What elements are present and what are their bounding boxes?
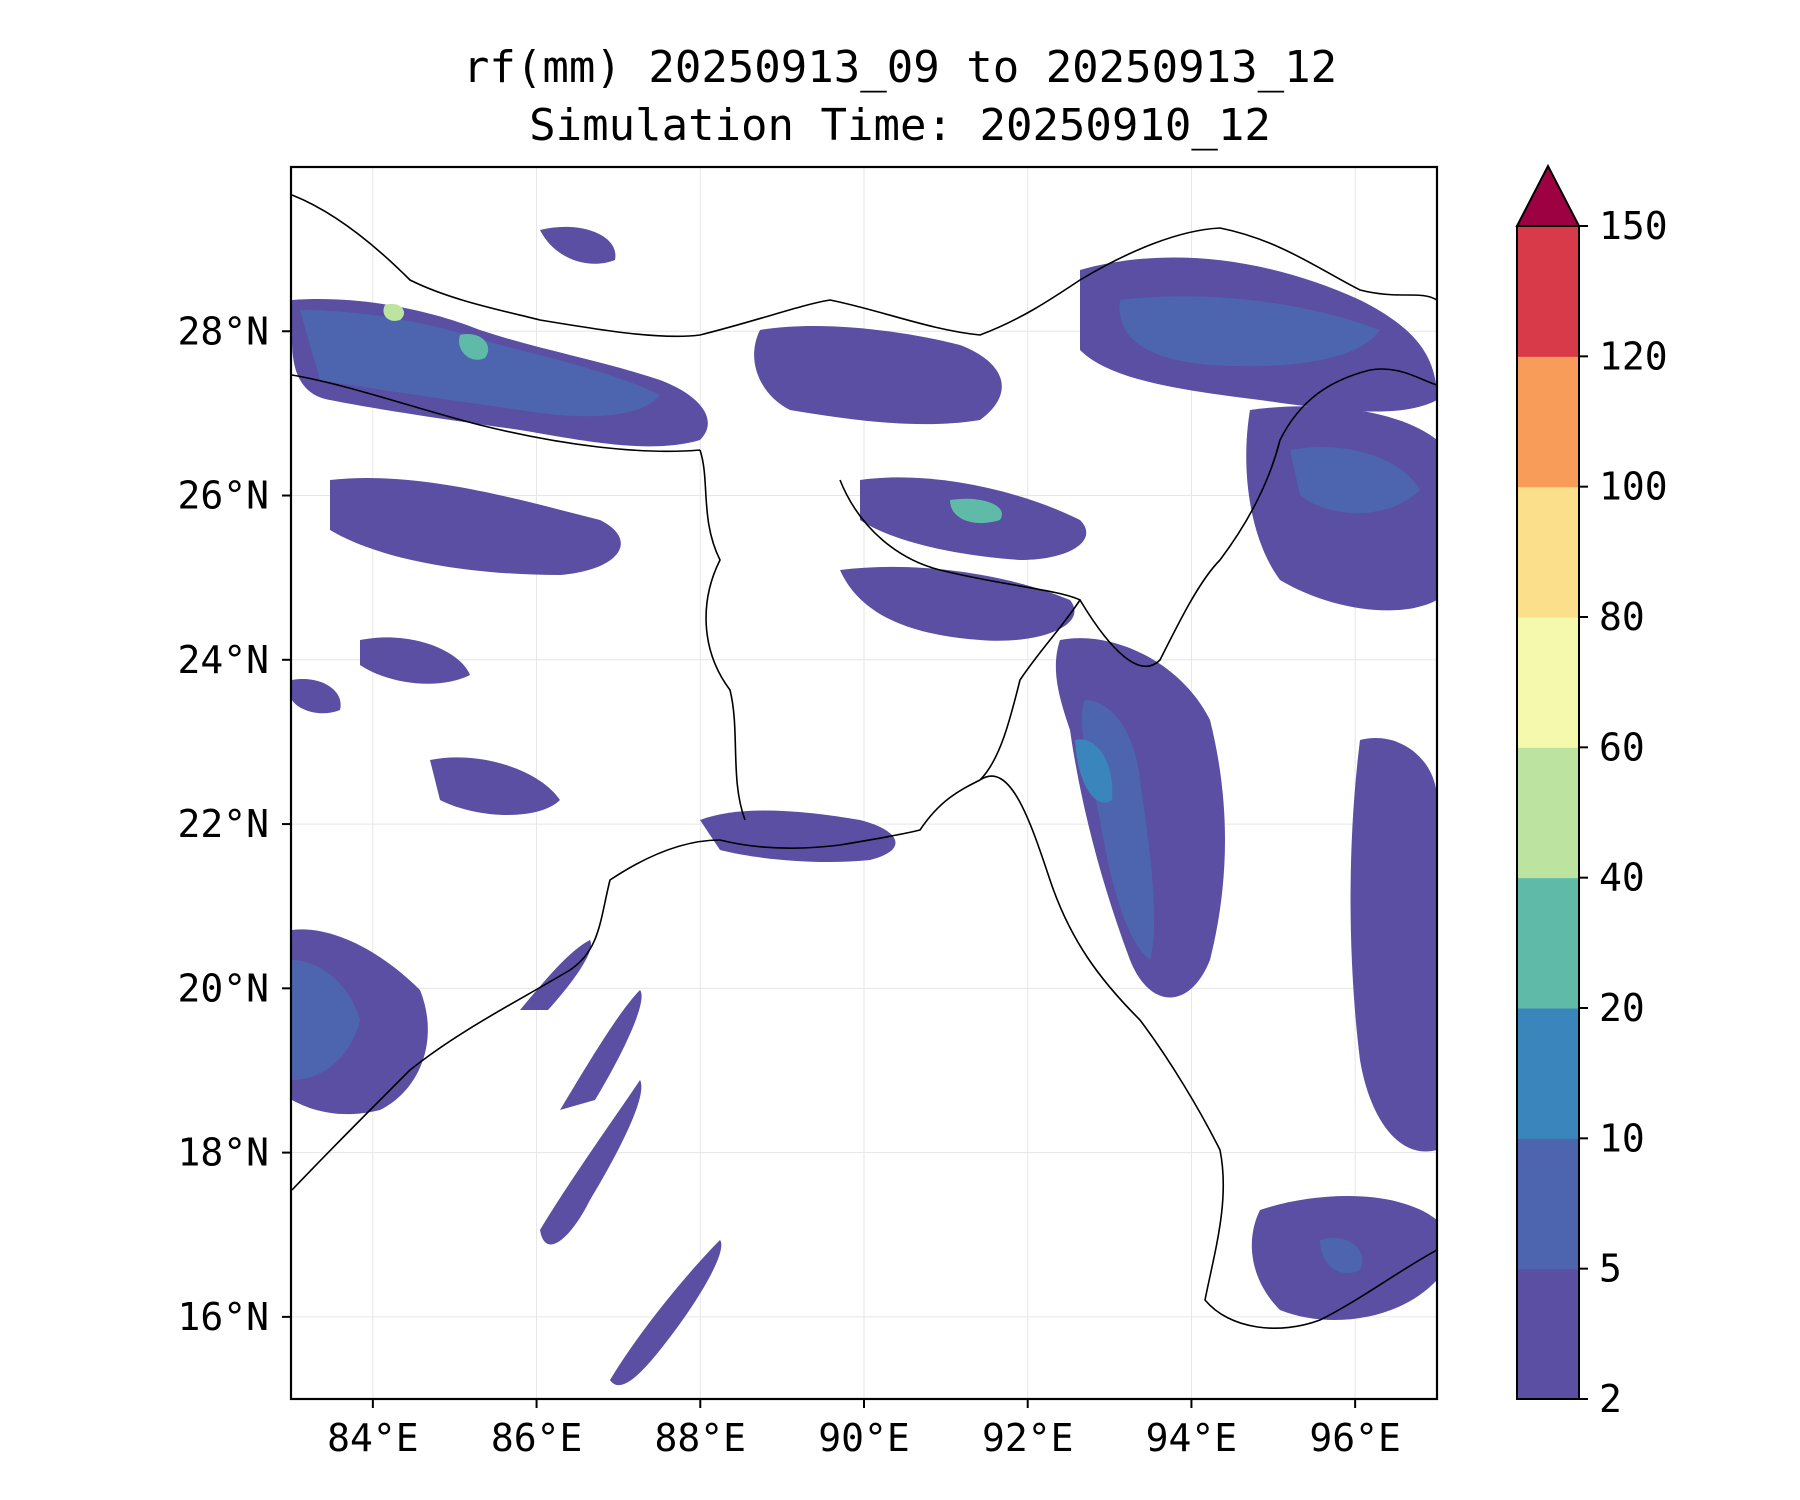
colorbar-tick-label: 20 xyxy=(1599,986,1645,1030)
myanmar-india-border xyxy=(1079,368,1437,667)
colorbar-tick-label: 120 xyxy=(1599,334,1668,378)
rain-region-bhutan xyxy=(754,325,1002,425)
colorbar-segment xyxy=(1517,486,1579,618)
nepal-india-border xyxy=(291,374,701,453)
x-tick-label: 90°E xyxy=(818,1416,910,1460)
india-east-coast xyxy=(291,839,721,1191)
rain-region-himalaya-peak xyxy=(459,334,489,360)
y-tick-label: 26°N xyxy=(177,474,269,518)
rain-band-bay-2 xyxy=(610,1240,722,1386)
rain-region-plains xyxy=(330,478,621,575)
colorbar-tick-label: 2 xyxy=(1599,1377,1622,1421)
colorbar-segment xyxy=(1517,1138,1579,1270)
x-tick-label: 92°E xyxy=(982,1416,1074,1460)
rain-region-bangladesh-north xyxy=(840,566,1075,641)
y-tick-label: 16°N xyxy=(177,1295,269,1339)
bangladesh-west-border xyxy=(699,449,746,821)
rain-region-northeast-core xyxy=(1290,446,1420,514)
x-tick-label: 88°E xyxy=(655,1416,747,1460)
rainfall-shading xyxy=(292,226,1437,1386)
x-tick-label: 86°E xyxy=(491,1416,583,1460)
rain-region-myanmar-south-core xyxy=(1320,1237,1363,1274)
rain-region-himalaya-peak-2 xyxy=(383,303,405,321)
colorbar-segment xyxy=(1517,877,1579,1009)
rain-cells-west xyxy=(292,679,341,714)
himalaya-northern-border xyxy=(291,194,1437,338)
rain-cells-central-india xyxy=(430,757,560,815)
y-axis-ticks: 16°N 18°N 20°N 22°N 24°N 26°N 28°N xyxy=(177,309,291,1339)
colorbar-extend-triangle xyxy=(1515,163,1581,227)
rain-band-bay-4 xyxy=(520,940,592,1010)
map-title-line-1: rf(mm) 20250913_09 to 20250913_12 xyxy=(462,42,1338,93)
rain-region-tripura-core xyxy=(1075,739,1113,803)
rain-band-bay-1 xyxy=(540,1080,642,1245)
colorbar-tick-label: 60 xyxy=(1599,725,1645,769)
map-title-line-2: Simulation Time: 20250910_12 xyxy=(529,100,1271,151)
colorbar-segment xyxy=(1517,226,1579,357)
rain-region-arunachal-core xyxy=(1119,296,1380,367)
rain-region-myanmar-central xyxy=(1350,738,1437,1152)
y-tick-label: 20°N xyxy=(177,966,269,1010)
rain-cells-sundarbans xyxy=(700,810,896,862)
rain-cells-jharkhand xyxy=(360,637,470,684)
colorbar-tick-label: 150 xyxy=(1599,204,1668,248)
myanmar-coast xyxy=(979,775,1437,1329)
rain-region-meghalaya-core xyxy=(950,498,1002,524)
bangladesh-east-border xyxy=(839,479,1082,781)
x-tick-label: 96°E xyxy=(1309,1416,1401,1460)
y-tick-label: 18°N xyxy=(177,1131,269,1175)
x-axis-ticks: 84°E 86°E 88°E 90°E 92°E 94°E 96°E xyxy=(327,1399,1401,1460)
y-tick-label: 28°N xyxy=(177,309,269,353)
bengal-coast xyxy=(719,779,981,850)
colorbar-segment xyxy=(1517,356,1579,488)
y-tick-label: 24°N xyxy=(177,638,269,682)
x-tick-label: 84°E xyxy=(327,1416,419,1460)
y-tick-label: 22°N xyxy=(177,802,269,846)
colorbar-tick-label: 80 xyxy=(1599,595,1645,639)
colorbar-tick-label: 40 xyxy=(1599,856,1645,900)
rain-band-bay-3 xyxy=(560,990,642,1110)
colorbar-segment xyxy=(1517,747,1579,879)
x-tick-label: 94°E xyxy=(1146,1416,1238,1460)
colorbar-frame xyxy=(1516,225,1580,1400)
colorbar-segment xyxy=(1517,617,1579,748)
colorbar-segment xyxy=(1517,1008,1579,1139)
colorbar-segment xyxy=(1517,1268,1579,1400)
colorbar-tick-label: 10 xyxy=(1599,1116,1645,1160)
rain-cells-north-bengal xyxy=(540,226,616,264)
colorbar-tick-label: 5 xyxy=(1599,1247,1622,1291)
colorbar: 2 5 10 20 40 60 80 100 120 150 xyxy=(1515,163,1668,1421)
rain-region-odisha-core xyxy=(292,960,360,1080)
colorbar-tick-label: 100 xyxy=(1599,465,1668,509)
rain-region-himalaya-west-core xyxy=(300,310,660,417)
coastlines-and-borders xyxy=(291,194,1437,1329)
